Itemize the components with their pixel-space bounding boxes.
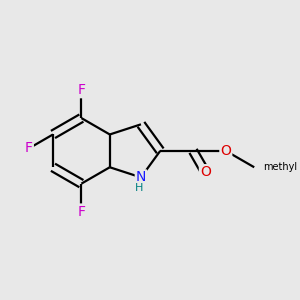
Text: O: O bbox=[200, 165, 211, 179]
Text: methyl: methyl bbox=[263, 162, 297, 172]
Text: O: O bbox=[220, 144, 231, 158]
Text: H: H bbox=[135, 183, 143, 193]
Text: N: N bbox=[136, 170, 146, 184]
Text: F: F bbox=[77, 83, 86, 97]
Text: F: F bbox=[25, 141, 33, 155]
Text: F: F bbox=[77, 205, 86, 218]
